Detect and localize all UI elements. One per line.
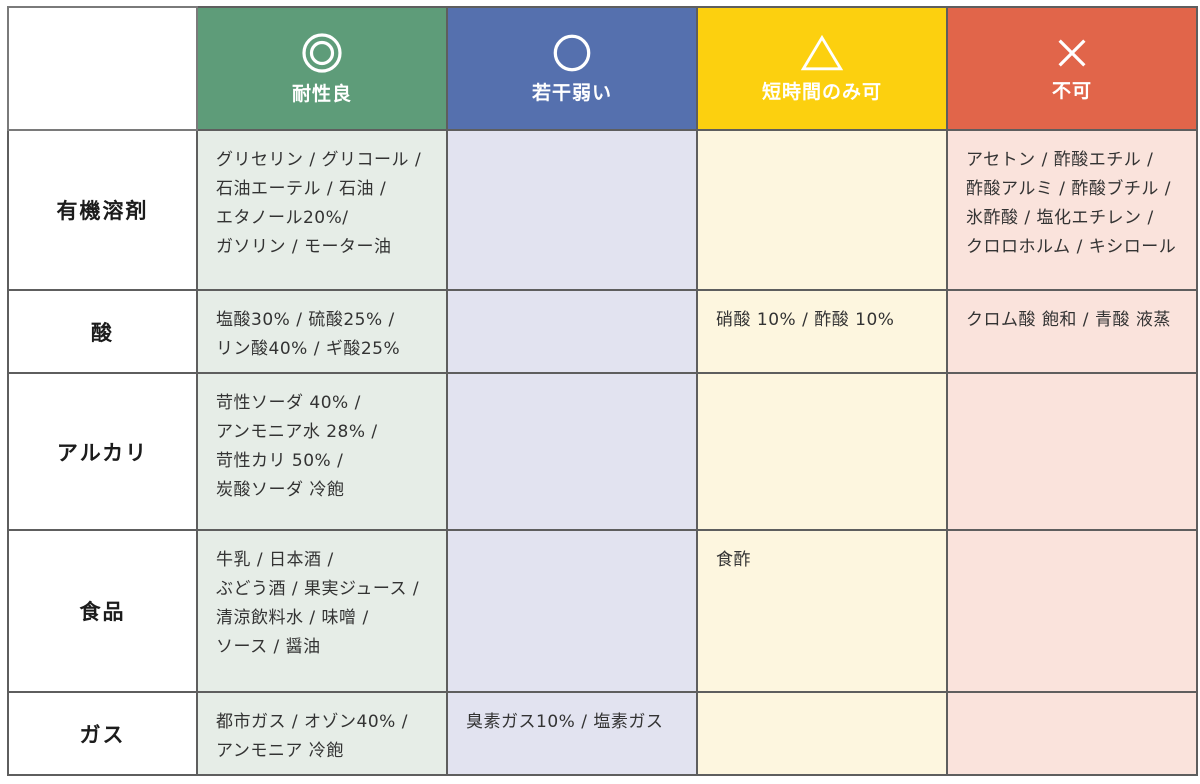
row-header: 食品 [7, 529, 198, 693]
cross-icon [1053, 34, 1091, 72]
cell-food-good: 牛乳 / 日本酒 / ぶどう酒 / 果実ジュース / 清涼飲料水 / 味噌 / … [196, 529, 448, 693]
column-header-slightly-weak: 若干弱い [446, 6, 698, 131]
column-header-label: 短時間のみ可 [761, 81, 882, 104]
cell-food-not-allowed [946, 529, 1198, 693]
cell-organic-not-allowed: アセトン / 酢酸エチル / 酢酸アルミ / 酢酸ブチル / 氷酢酸 / 塩化エ… [946, 129, 1198, 291]
resistance-table: 耐性良 若干弱い [7, 6, 1198, 776]
cell-alkali-short-time [696, 372, 948, 531]
cell-alkali-slightly-weak [446, 372, 698, 531]
column-header-good: 耐性良 [196, 6, 448, 131]
row-header: 有機溶剤 [7, 129, 198, 291]
row-header: ガス [7, 691, 198, 776]
row-header: 酸 [7, 289, 198, 374]
row-header: アルカリ [7, 372, 198, 531]
table-row-alkali: アルカリ 苛性ソーダ 40% / アンモニア水 28% / 苛性カリ 50% /… [7, 372, 1198, 531]
triangle-icon [800, 33, 844, 73]
cell-organic-slightly-weak [446, 129, 698, 291]
cell-alkali-not-allowed [946, 372, 1198, 531]
cell-gas-short-time [696, 691, 948, 776]
cell-acid-slightly-weak [446, 289, 698, 374]
double-circle-icon [300, 31, 344, 75]
cell-acid-short-time: 硝酸 10% / 酢酸 10% [696, 289, 948, 374]
circle-icon [551, 32, 593, 74]
cell-organic-short-time [696, 129, 948, 291]
cell-gas-good: 都市ガス / オゾン40% / アンモニア 冷飽 [196, 691, 448, 776]
table-row-gas: ガス 都市ガス / オゾン40% / アンモニア 冷飽 臭素ガス10% / 塩素… [7, 691, 1198, 776]
corner-cell [7, 6, 198, 131]
column-header-label: 不可 [1051, 80, 1092, 103]
table-row-organic-solvents: 有機溶剤 グリセリン / グリコール / 石油エーテル / 石油 / エタノール… [7, 129, 1198, 291]
column-header-not-allowed: 不可 [946, 6, 1198, 131]
cell-acid-not-allowed: クロム酸 飽和 / 青酸 液蒸 [946, 289, 1198, 374]
cell-organic-good: グリセリン / グリコール / 石油エーテル / 石油 / エタノール20%/ … [196, 129, 448, 291]
cell-acid-good: 塩酸30% / 硫酸25% / リン酸40% / ギ酸25% [196, 289, 448, 374]
cell-food-short-time: 食酢 [696, 529, 948, 693]
cell-alkali-good: 苛性ソーダ 40% / アンモニア水 28% / 苛性カリ 50% / 炭酸ソー… [196, 372, 448, 531]
column-header-short-time-only: 短時間のみ可 [696, 6, 948, 131]
table-row-food: 食品 牛乳 / 日本酒 / ぶどう酒 / 果実ジュース / 清涼飲料水 / 味噌… [7, 529, 1198, 693]
table-row-acid: 酸 塩酸30% / 硫酸25% / リン酸40% / ギ酸25% 硝酸 10% … [7, 289, 1198, 374]
cell-food-slightly-weak [446, 529, 698, 693]
header-row: 耐性良 若干弱い [7, 6, 1198, 131]
column-header-label: 耐性良 [291, 83, 352, 106]
column-header-label: 若干弱い [531, 82, 612, 105]
cell-gas-slightly-weak: 臭素ガス10% / 塩素ガス [446, 691, 698, 776]
cell-gas-not-allowed [946, 691, 1198, 776]
